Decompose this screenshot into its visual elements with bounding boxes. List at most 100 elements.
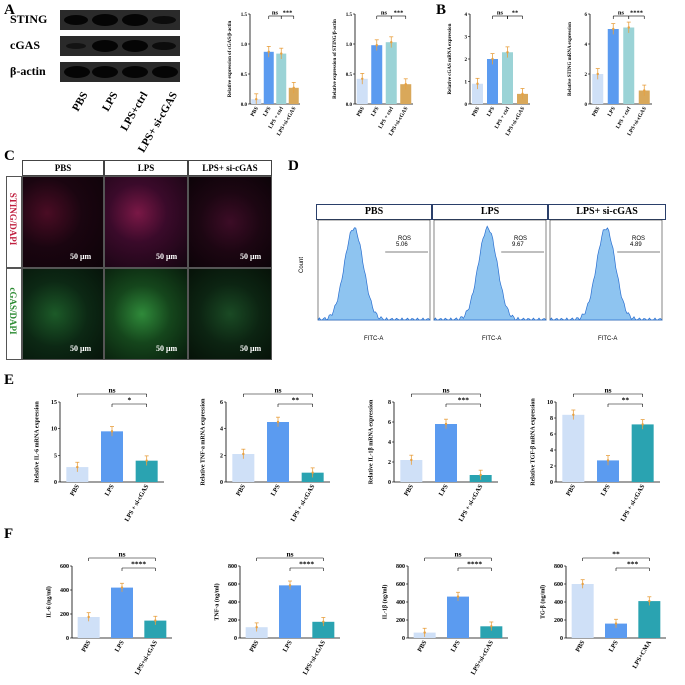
bar-1 — [605, 623, 627, 638]
sig-label: ns — [118, 550, 125, 559]
bar-2 — [631, 424, 654, 482]
category-label-0: PBS — [403, 483, 415, 497]
data-point — [361, 77, 364, 81]
bar-0 — [77, 617, 100, 638]
ros-value-2: 9.67 — [512, 242, 524, 248]
sig-label: ns — [604, 386, 611, 395]
chart-a1: 0.0 0.5 1.0 1.5 Relative expression of cGAS/… — [228, 10, 300, 137]
micro-row-sting: STING/DAPI — [8, 192, 18, 246]
category-label-1: LPS — [370, 106, 380, 118]
data-point — [120, 586, 124, 589]
data-point — [444, 422, 448, 426]
data-point — [322, 620, 325, 623]
blot-label-sting: STING — [10, 12, 48, 26]
scale-bar-4: 50 μm — [70, 344, 92, 353]
scale-bar-2: 50 μm — [156, 252, 178, 261]
data-point — [648, 599, 651, 603]
y-axis-label: Relative IL-6 mRNA expression — [34, 401, 40, 483]
category-label-2: LPS + si-cGAS — [124, 483, 151, 523]
micro-cgas-sicgas — [188, 268, 272, 360]
category-label-1: LPS — [607, 106, 617, 118]
y-tick-label: 8 — [550, 416, 553, 422]
flow-xlabel-1: FITC-A — [364, 336, 384, 342]
sig-label: ns — [454, 550, 461, 559]
chart-e1: 0 5 10 15 Relative IL-6 mRNA expression PBS LP… — [34, 386, 164, 523]
blot-strip-sting — [60, 10, 180, 30]
sig-label: ns — [272, 10, 279, 17]
y-tick-label: 0.5 — [346, 73, 353, 78]
data-point — [145, 459, 148, 462]
y-tick-label: 400 — [396, 600, 405, 606]
y-axis-label: Relative TGF-β mRNA expression — [530, 398, 536, 486]
data-point — [292, 86, 295, 90]
y-tick-label: 400 — [554, 600, 563, 606]
sig-label: **** — [299, 560, 314, 569]
ros-label-2: ROS — [514, 236, 528, 242]
category-label-0: PBS — [565, 483, 577, 497]
bar-1 — [101, 431, 123, 482]
category-label-0: PBS — [356, 106, 366, 118]
sig-label: ns — [274, 386, 281, 395]
micro-sting-pbs — [22, 176, 104, 268]
bar-1 — [263, 51, 274, 104]
chart-a2: 0.0 0.5 1.0 1.5 Relative expression of STING… — [333, 10, 413, 137]
y-tick-label: 4 — [388, 440, 391, 446]
category-label-0: PBS — [471, 106, 481, 118]
y-tick-label: 2 — [550, 464, 553, 470]
y-tick-label: 0 — [234, 636, 237, 642]
bar-0 — [400, 460, 423, 482]
bar-1 — [447, 596, 469, 638]
bar-1 — [279, 585, 301, 638]
ros-value-1: 5.06 — [396, 242, 408, 248]
flow-xlabel-2: FITC-A — [482, 336, 502, 342]
micro-sting-lps — [104, 176, 188, 268]
chart-f4: 0 200 400 600 800 TG-β (ng/ml) PBS LPS LPS+CMA **… — [539, 550, 666, 670]
y-tick-label: 0.0 — [241, 103, 248, 108]
bar-3 — [638, 90, 650, 104]
flow-head-sicgas: LPS+ si-cGAS — [548, 204, 666, 220]
panel-label-e: E — [4, 372, 15, 388]
y-tick-label: 0.5 — [241, 73, 248, 78]
y-tick-label: 2 — [388, 460, 391, 466]
blot-strip-actin — [60, 62, 180, 82]
sig-label: **** — [467, 560, 482, 569]
chart-e2: 0 2 4 6 Relative TNF-a mRNA expression PBS LPS… — [200, 386, 330, 523]
data-point — [255, 626, 258, 629]
data-point — [641, 423, 644, 426]
bar-0 — [592, 74, 604, 104]
y-tick-label: 0 — [402, 636, 405, 642]
sig-label: * — [127, 396, 131, 405]
y-tick-label: 6 — [550, 432, 553, 438]
chart-b2: 0 2 4 6 Relative STING mRNA expression PBS LPS… — [568, 10, 652, 137]
micro-head-lps: LPS — [104, 160, 188, 176]
y-tick-label: 5 — [54, 453, 57, 459]
category-label-2: LPS+CMA — [631, 639, 653, 670]
category-label-0: PBS — [591, 106, 601, 118]
category-label-1: LPS — [262, 106, 272, 118]
y-axis-label: Relative STING mRNA expression — [568, 22, 573, 96]
y-tick-label: 4 — [585, 43, 588, 48]
y-tick-label: 0 — [54, 480, 57, 486]
data-point — [390, 41, 393, 44]
data-point — [110, 430, 114, 433]
micro-sting-sicgas — [188, 176, 272, 268]
data-point — [490, 625, 493, 628]
category-label-2: LPS + si-cGAS — [620, 483, 647, 523]
bar-2 — [638, 601, 661, 638]
bar-0 — [245, 627, 268, 638]
y-axis-label: Relative cGAS mRNA expression — [448, 23, 453, 94]
bar-2 — [135, 460, 158, 482]
sig-label: *** — [394, 10, 404, 17]
bar-0 — [571, 584, 594, 638]
y-tick-label: 200 — [396, 618, 405, 624]
data-point — [581, 582, 584, 586]
micro-head-pbs: PBS — [22, 160, 104, 176]
scale-bar-6: 50 μm — [240, 344, 262, 353]
sig-label: ** — [512, 10, 519, 17]
y-tick-label: 0 — [388, 480, 391, 486]
bar-2 — [385, 42, 397, 104]
y-tick-label: 600 — [228, 582, 237, 588]
sig-label: ns — [286, 550, 293, 559]
data-point — [456, 595, 460, 598]
